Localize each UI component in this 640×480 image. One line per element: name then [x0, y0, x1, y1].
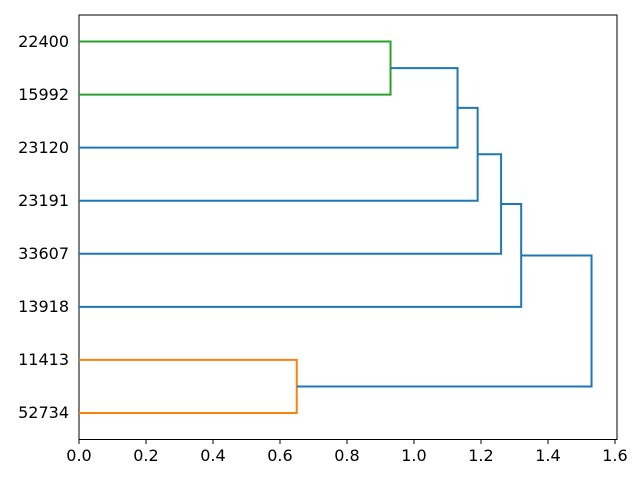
x-tick-label-0.4: 0.4: [200, 446, 226, 465]
x-tick-label-0.0: 0.0: [66, 446, 92, 465]
link-root: [296, 254, 593, 388]
link-c4-13918: [79, 203, 523, 308]
x-tick-label-1.6: 1.6: [602, 446, 628, 465]
x-tick-label-1.4: 1.4: [535, 446, 561, 465]
leaf-label-22400: 22400: [18, 31, 69, 51]
leaf-label-52734: 52734: [18, 402, 69, 422]
leaf-label-11413: 11413: [18, 349, 69, 369]
x-tick-label-1.0: 1.0: [401, 446, 427, 465]
x-tick-label-1.2: 1.2: [468, 446, 494, 465]
x-tick-label-0.2: 0.2: [133, 446, 159, 465]
link-c1-23120: [79, 67, 459, 149]
leaf-label-23120: 23120: [18, 137, 69, 157]
leaf-label-15992: 15992: [18, 84, 69, 104]
leaf-label-23191: 23191: [18, 190, 69, 210]
leaf-label-33607: 33607: [18, 243, 69, 263]
plot-border: [78, 14, 618, 440]
link-11413-52734: [79, 358, 298, 414]
link-c2-23191: [79, 106, 479, 202]
link-c3-33607: [79, 153, 503, 255]
link-22400-15992: [79, 40, 392, 96]
leaf-label-13918: 13918: [18, 296, 69, 316]
x-tick-label-0.6: 0.6: [267, 446, 293, 465]
x-tick-label-0.8: 0.8: [334, 446, 360, 465]
